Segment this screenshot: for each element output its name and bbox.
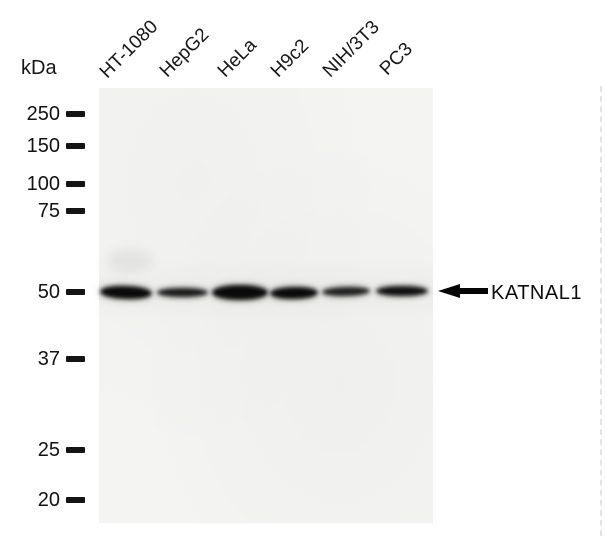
marker-tick (66, 356, 85, 362)
marker-value: 75 (37, 200, 60, 222)
lane-label: HT-1080 (95, 16, 163, 83)
lane-label: HeLa (213, 34, 261, 82)
arrow-shaft (458, 288, 488, 294)
background-smudge (107, 248, 153, 272)
marker-value: 37 (37, 348, 60, 370)
marker-tick (66, 143, 85, 149)
marker-tick (66, 497, 85, 503)
marker-tick (66, 208, 85, 214)
protein-band-hepg2 (157, 288, 208, 297)
scan-edge-artifact (600, 86, 602, 536)
marker-value: 150 (26, 135, 60, 157)
marker-tick (66, 289, 85, 295)
marker-value: 250 (26, 103, 60, 125)
protein-band-hela (212, 285, 268, 300)
lane-label: PC3 (375, 38, 417, 80)
target-protein-label: KATNAL1 (491, 282, 582, 304)
kda-unit-label: kDa (21, 57, 57, 79)
left-arrow-icon (438, 284, 488, 298)
marker-tick (66, 447, 85, 453)
lane-label: NIH/3T3 (318, 16, 384, 82)
lane-label: H9c2 (266, 35, 314, 82)
blot-membrane-panel (99, 88, 433, 523)
marker-tick (66, 111, 85, 117)
marker-value: 20 (37, 489, 60, 511)
lane-label: HepG2 (155, 24, 214, 82)
marker-value: 25 (37, 439, 60, 461)
marker-value: 100 (26, 173, 60, 195)
marker-tick (66, 181, 85, 187)
protein-band-pc3 (376, 286, 428, 296)
arrow-head (438, 284, 460, 298)
marker-value: 50 (37, 281, 60, 303)
